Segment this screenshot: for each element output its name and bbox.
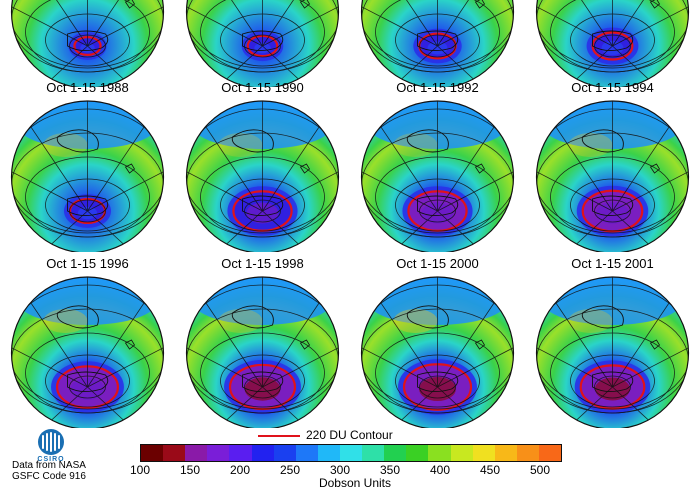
colorbar-swatch — [295, 445, 318, 461]
globe-panel: Oct 1-15 1990 — [175, 80, 350, 255]
credit-line-2: GSFC Code 916 — [12, 471, 86, 482]
globe-panel: Oct 1-15 2000 — [350, 256, 525, 431]
ozone-globe — [360, 276, 515, 428]
colorbar-swatch — [384, 445, 407, 461]
csiro-emblem-icon — [38, 429, 64, 455]
logo-wordmark: CSIRO — [37, 456, 65, 463]
panel-label: Oct 1-15 1988 — [46, 80, 129, 95]
colorbar-tick-label: 200 — [229, 463, 251, 477]
colorbar-tick-label: 300 — [329, 463, 351, 477]
colorbar-swatch — [538, 445, 562, 461]
colorbar-swatch — [251, 445, 274, 461]
panel-label: Oct 1-15 2001 — [571, 256, 654, 271]
colorbar-swatch — [207, 445, 230, 461]
colorbar-swatch — [185, 445, 208, 461]
globe-panel: Oct 1-15 1996 — [0, 256, 175, 431]
csiro-logo: CSIRO — [12, 428, 92, 488]
colorbar-swatch — [472, 445, 495, 461]
ozone-globe — [535, 0, 690, 87]
colorbar-tick-label: 450 — [479, 463, 501, 477]
colorbar-tick-label: 100 — [129, 463, 151, 477]
ozone-globe — [360, 100, 515, 252]
colorbar-tick-label: 500 — [529, 463, 551, 477]
globe-panel: Oct 1-15 1992 — [350, 80, 525, 255]
globe-panel: Oct 1-15 2001 — [525, 256, 700, 431]
colorbar-tick-label: 350 — [379, 463, 401, 477]
data-credit: Data from NASA GSFC Code 916 — [12, 460, 86, 482]
colorbar — [140, 444, 562, 462]
globe-panel: Oct 1-15 1998 — [175, 256, 350, 431]
globe-panel: Oct 1-15 1988 — [0, 80, 175, 255]
panel-label: Oct 1-15 1992 — [396, 80, 479, 95]
colorbar-tick-label: 400 — [429, 463, 451, 477]
panel-label: Oct 1-15 1994 — [571, 80, 654, 95]
colorbar-swatch — [273, 445, 296, 461]
colorbar-swatch — [141, 445, 164, 461]
panel-label: Oct 1-15 1998 — [221, 256, 304, 271]
ozone-globe — [185, 0, 340, 87]
colorbar-swatch — [339, 445, 363, 461]
ozone-globe — [10, 100, 165, 252]
panel-label: Oct 1-15 1990 — [221, 80, 304, 95]
credit-line-1: Data from NASA — [12, 460, 86, 471]
ozone-globe — [360, 0, 515, 87]
globe-panel: Oct 1-15 1994 — [525, 80, 700, 255]
ozone-globe — [535, 276, 690, 428]
colorbar-swatch — [406, 445, 429, 461]
globe-panel — [525, 0, 700, 90]
contour-line-sample — [258, 435, 300, 437]
panel-label: Oct 1-15 2000 — [396, 256, 479, 271]
ozone-globe — [10, 0, 165, 87]
globe-panel — [0, 0, 175, 90]
ozone-globe — [185, 100, 340, 252]
globe-panel — [350, 0, 525, 90]
colorbar-tick-label: 250 — [279, 463, 301, 477]
colorbar-swatch — [229, 445, 252, 461]
colorbar-swatch — [516, 445, 539, 461]
colorbar-swatch — [317, 445, 340, 461]
ozone-globe — [535, 100, 690, 252]
panel-label: Oct 1-15 1996 — [46, 256, 129, 271]
colorbar-swatch — [163, 445, 186, 461]
colorbar-title: Dobson Units — [318, 476, 392, 490]
colorbar-swatch — [428, 445, 451, 461]
colorbar-swatch — [450, 445, 473, 461]
colorbar-swatch — [362, 445, 385, 461]
colorbar-tick-label: 150 — [179, 463, 201, 477]
ozone-globe — [185, 276, 340, 428]
ozone-globe — [10, 276, 165, 428]
colorbar-swatch — [494, 445, 517, 461]
globe-panel — [175, 0, 350, 90]
